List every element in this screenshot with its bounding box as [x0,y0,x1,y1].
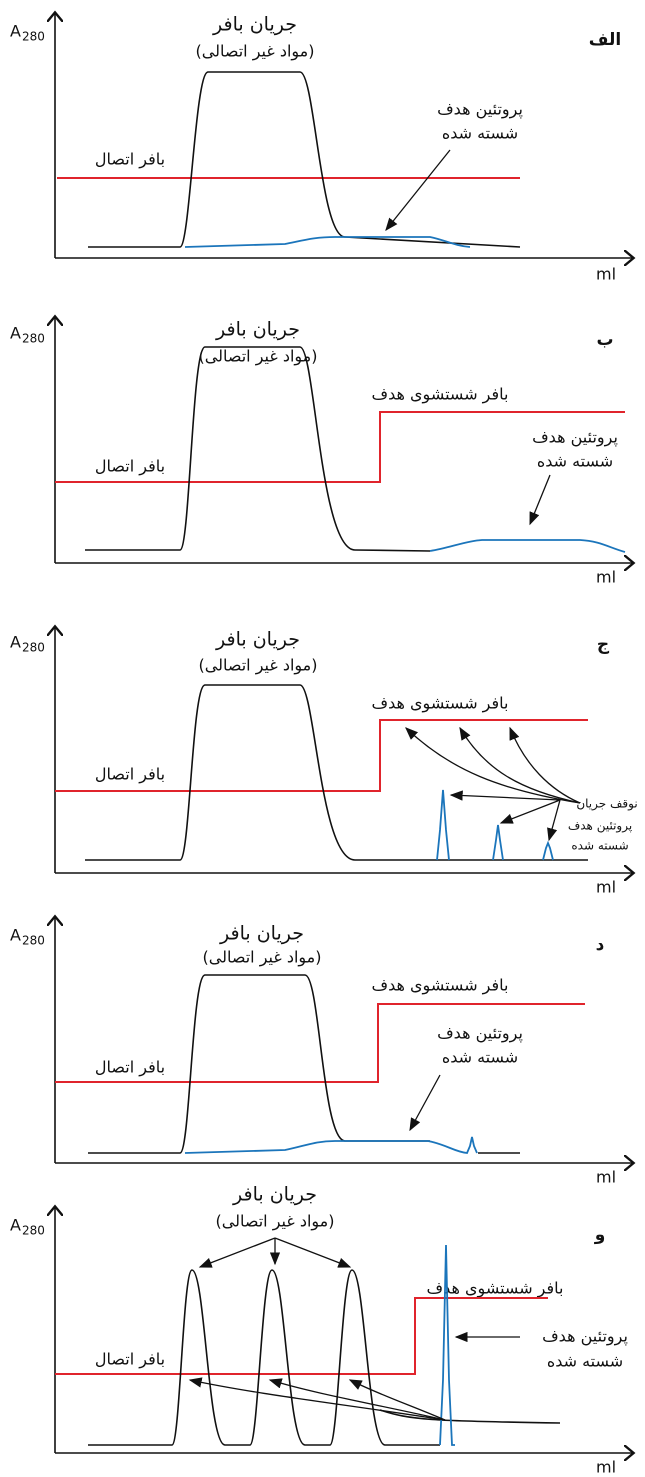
flow-note: (مواد غیر اتصالی) [199,656,318,676]
arrow [188,1377,446,1421]
curve [85,684,588,861]
flow-text: جریان بافر [219,923,304,945]
y-sub: 280 [22,1224,45,1238]
binding-text: بافر اتصال [95,457,165,477]
y-label: A [10,926,21,945]
panel-a: A 280 ml الف جریان بافر (مواد غیر اتصالی… [10,14,632,284]
y-label: A [10,1216,21,1235]
arrow [529,474,551,526]
protein-text: پروتئین هدف [542,1327,628,1347]
panel-c: A 280 ml ج جریان بافر (مواد غیر اتصالی) … [10,628,638,897]
curve [88,974,520,1154]
binding-text: بافر اتصال [95,765,165,785]
x-label: ml [596,265,616,284]
protein-text: پروتئین هدف [532,428,618,448]
y-label: A [10,22,21,41]
stop-text: نوقف جریان [576,797,637,812]
flow-text: جریان بافر [232,1184,317,1206]
arrow [409,1074,441,1132]
panel-label: د [596,935,605,955]
curve [85,346,431,552]
protein-text: شسته شده [442,1048,518,1067]
flow-note: (مواد غیر اتصالی) [199,347,318,367]
blue-peaks [436,789,554,861]
panel-label: ج [597,635,610,655]
curves [88,1269,440,1446]
arrow [198,1237,276,1268]
panel-label: الف [589,30,621,50]
blue-curve [429,539,626,553]
protein-text: شسته شده [442,124,518,143]
arrow [509,726,581,804]
arrow [459,726,581,804]
arrow [449,790,561,801]
flow-note: (مواد غیر اتصالی) [203,948,322,968]
binding-text: بافر اتصال [95,150,165,170]
panel-e: A 280 ml و جریان بافر (مواد غیر اتصالی) … [10,1184,632,1477]
blue-peak [439,1244,455,1446]
arrow [499,799,561,824]
y-sub: 280 [22,934,45,948]
x-label: ml [596,1168,616,1187]
curve [88,71,521,248]
protein-text: پروتئین هدف [437,100,523,120]
arrow [547,799,561,842]
arrow [274,1237,352,1268]
wash-text: بافر شستشوی هدف [372,385,509,405]
protein-text: شسته شده [547,1352,623,1371]
red-line [55,411,625,483]
wash-text: بافر شستشوی هدف [372,976,509,996]
arrow [348,1379,446,1421]
panel-d: A 280 ml د جریان بافر (مواد غیر اتصالی) … [10,918,632,1187]
arrow [385,149,451,232]
binding-text: بافر اتصال [95,1058,165,1078]
y-label: A [10,633,21,652]
arrow [268,1378,446,1421]
protein-text: پروتئین هدف [437,1024,523,1044]
red-line [55,719,588,792]
panel-b: A 280 ml ب جریان بافر (مواد غیر اتصالی) … [10,318,632,587]
y-sub: 280 [22,641,45,655]
red-line [55,1297,548,1375]
blue-curve [184,1136,478,1154]
flow-note: (مواد غیر اتصالی) [196,42,315,62]
protein-text: شسته شده [571,839,628,853]
tail [379,1409,561,1424]
x-label: ml [596,1458,616,1477]
wash-text: بافر شستشوی هدف [427,1279,564,1299]
y-sub: 280 [22,332,45,346]
panel-label: ب [596,330,613,350]
panel-label: و [594,1225,606,1245]
red-line [55,1003,585,1083]
flow-text: جریان بافر [215,319,300,341]
flow-note: (مواد غیر اتصالی) [216,1212,335,1232]
x-label: ml [596,878,616,897]
flow-text: جریان بافر [215,629,300,651]
blue-curve [184,236,471,248]
wash-text: بافر شستشوی هدف [372,694,509,714]
arrow [405,727,581,804]
flow-text: جریان بافر [212,14,297,36]
protein-text: شسته شده [537,452,613,471]
binding-text: بافر اتصال [95,1350,165,1370]
y-label: A [10,324,21,343]
y-sub: 280 [22,30,45,44]
protein-text: پروتئین هدف [568,819,632,834]
x-label: ml [596,568,616,587]
